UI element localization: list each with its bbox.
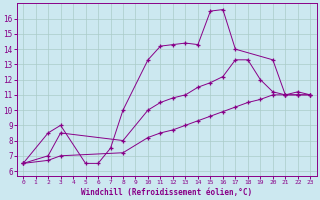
X-axis label: Windchill (Refroidissement éolien,°C): Windchill (Refroidissement éolien,°C): [81, 188, 252, 197]
